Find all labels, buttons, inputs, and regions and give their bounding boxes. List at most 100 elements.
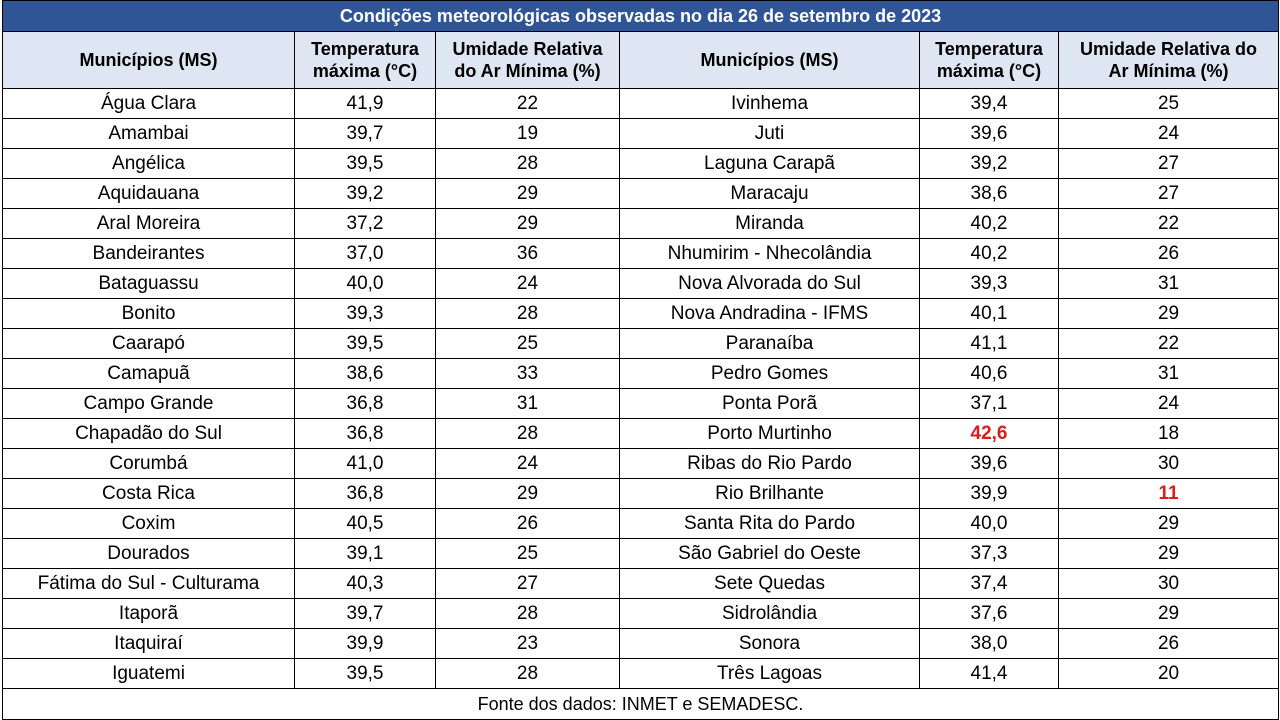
- municipio-cell: Itaquiraí: [2, 628, 295, 659]
- header-temp-line1: Temperatura: [935, 39, 1043, 59]
- table-row: Bataguassu 40,0 24 Nova Alvorada do Sul 39,3…: [2, 268, 1280, 299]
- table-row: Amambai 39,7 19 Juti 39,6 24: [2, 118, 1280, 149]
- umid-cell: 18: [1057, 418, 1280, 449]
- municipio-cell: Paranaíba: [619, 328, 920, 359]
- temp-cell: 37,0: [294, 238, 436, 269]
- table-row: Campo Grande 36,8 31 Ponta Porã 37,1 24: [2, 388, 1280, 419]
- temp-cell: 39,5: [294, 328, 436, 359]
- temp-cell: 37,6: [919, 598, 1059, 629]
- temp-cell: 38,6: [919, 178, 1059, 209]
- umid-cell: 20: [1057, 658, 1280, 689]
- table-row: Aquidauana 39,2 29 Maracaju 38,6 27: [2, 178, 1280, 209]
- municipio-cell: Angélica: [2, 148, 295, 179]
- umid-cell: 28: [435, 418, 620, 449]
- temp-cell: 41,1: [919, 328, 1059, 359]
- table-body: Água Clara 41,9 22 Ivinhema 39,4 25 Amambai 39,…: [2, 88, 1280, 689]
- umid-cell: 33: [435, 358, 620, 389]
- umid-cell: 24: [1057, 388, 1280, 419]
- umid-cell: 27: [1057, 178, 1280, 209]
- table-row: Fátima do Sul - Culturama 40,3 27 Sete Qued…: [2, 568, 1280, 599]
- municipio-cell: Dourados: [2, 538, 295, 569]
- municipio-cell: Três Lagoas: [619, 658, 920, 689]
- umid-cell: 26: [435, 508, 620, 539]
- header-temp-line2: máxima (°C): [312, 61, 418, 81]
- temp-cell: 39,9: [919, 478, 1059, 509]
- umid-cell: 28: [435, 598, 620, 629]
- temp-cell: 40,2: [919, 238, 1059, 269]
- umid-cell: 27: [435, 568, 620, 599]
- temp-cell: 39,5: [294, 148, 436, 179]
- municipio-cell: Coxim: [2, 508, 295, 539]
- municipio-cell: Aral Moreira: [2, 208, 295, 239]
- municipio-cell: Campo Grande: [2, 388, 295, 419]
- table-row: Bonito 39,3 28 Nova Andradina - IFMS 40,1 29: [2, 298, 1280, 329]
- municipio-cell: Costa Rica: [2, 478, 295, 509]
- header-umid-right: Umidade Relativa do Ar Mínima (%): [1057, 31, 1280, 89]
- header-temp-right: Temperatura máxima (°C): [919, 31, 1059, 89]
- temp-cell: 37,3: [919, 538, 1059, 569]
- umid-cell: 31: [1057, 358, 1280, 389]
- header-temp-left: Temperatura máxima (°C): [294, 31, 436, 89]
- municipio-cell: Miranda: [619, 208, 920, 239]
- municipio-cell: Aquidauana: [2, 178, 295, 209]
- umid-cell: 30: [1057, 448, 1280, 479]
- municipio-cell: Nova Andradina - IFMS: [619, 298, 920, 329]
- umid-cell: 31: [435, 388, 620, 419]
- municipio-cell: Rio Brilhante: [619, 478, 920, 509]
- table-row: Costa Rica 36,8 29 Rio Brilhante 39,9 11: [2, 478, 1280, 509]
- municipio-cell: Nhumirim - Nhecolândia: [619, 238, 920, 269]
- umid-cell: 31: [1057, 268, 1280, 299]
- temp-cell: 39,6: [919, 118, 1059, 149]
- header-umid-left-line1: Umidade Relativa: [452, 39, 603, 59]
- header-row: Municípios (MS) Temperatura máxima (°C) …: [2, 31, 1280, 89]
- municipio-cell: Itaporã: [2, 598, 295, 629]
- umid-cell: 22: [1057, 208, 1280, 239]
- municipio-cell: Maracaju: [619, 178, 920, 209]
- municipio-cell: Bonito: [2, 298, 295, 329]
- umid-cell: 28: [435, 298, 620, 329]
- umid-cell: 22: [435, 88, 620, 119]
- header-umid-left: Umidade Relativa do Ar Mínima (%): [435, 31, 620, 89]
- umid-cell: 29: [435, 178, 620, 209]
- temp-cell: 38,6: [294, 358, 436, 389]
- umid-cell: 25: [435, 538, 620, 569]
- temp-cell: 36,8: [294, 388, 436, 419]
- umid-cell: 22: [1057, 328, 1280, 359]
- header-temp-line2: máxima (°C): [936, 61, 1042, 81]
- table-row: Itaquiraí 39,9 23 Sonora 38,0 26: [2, 628, 1280, 659]
- temp-cell: 39,6: [919, 448, 1059, 479]
- temp-cell: 40,1: [919, 298, 1059, 329]
- umid-cell: 28: [435, 658, 620, 689]
- municipio-cell: Ivinhema: [619, 88, 920, 119]
- temp-cell: 37,4: [919, 568, 1059, 599]
- umid-cell: 25: [435, 328, 620, 359]
- umid-cell: 24: [435, 448, 620, 479]
- temp-cell: 39,7: [294, 118, 436, 149]
- umid-cell: 23: [435, 628, 620, 659]
- municipio-cell: Sidrolândia: [619, 598, 920, 629]
- umid-cell: 29: [1057, 538, 1280, 569]
- municipio-cell: Laguna Carapã: [619, 148, 920, 179]
- temp-cell: 39,1: [294, 538, 436, 569]
- temp-cell: 39,9: [294, 628, 436, 659]
- temp-cell: 41,9: [294, 88, 436, 119]
- umid-cell: 25: [1057, 88, 1280, 119]
- umid-cell: 26: [1057, 628, 1280, 659]
- temp-cell: 37,1: [919, 388, 1059, 419]
- umid-cell: 29: [1057, 598, 1280, 629]
- table-row: Camapuã 38,6 33 Pedro Gomes 40,6 31: [2, 358, 1280, 389]
- municipio-cell: Ribas do Rio Pardo: [619, 448, 920, 479]
- table-row: Itaporã 39,7 28 Sidrolândia 37,6 29: [2, 598, 1280, 629]
- header-temp-line1: Temperatura: [311, 39, 419, 59]
- umid-cell: 26: [1057, 238, 1280, 269]
- table-row: Chapadão do Sul 36,8 28 Porto Murtinho 42,6 1…: [2, 418, 1280, 449]
- municipio-cell: Fátima do Sul - Culturama: [2, 568, 295, 599]
- municipio-cell: Caarapó: [2, 328, 295, 359]
- umid-cell: 30: [1057, 568, 1280, 599]
- umid-cell: 29: [435, 478, 620, 509]
- temp-cell: 39,4: [919, 88, 1059, 119]
- table-row: Caarapó 39,5 25 Paranaíba 41,1 22: [2, 328, 1280, 359]
- table-row: Coxim 40,5 26 Santa Rita do Pardo 40,0 29: [2, 508, 1280, 539]
- temp-cell: 39,2: [294, 178, 436, 209]
